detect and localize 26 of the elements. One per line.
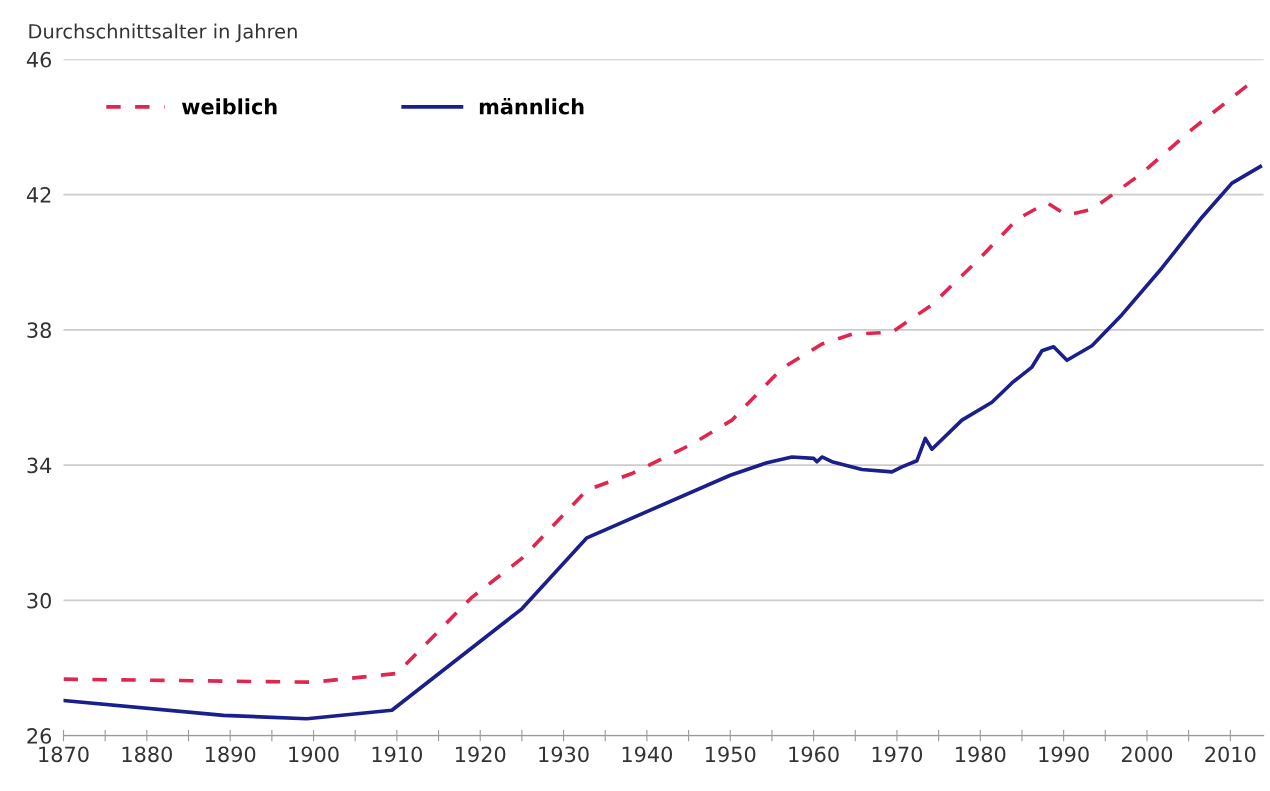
x-tick-label: 1990 xyxy=(1039,746,1089,763)
y-tick-label: 34 xyxy=(27,457,52,474)
y-tick-label: 46 xyxy=(26,51,52,68)
line-series xyxy=(63,164,1263,721)
legend-label: weiblich xyxy=(181,98,277,115)
y-tick-label: 30 xyxy=(27,592,52,609)
x-tick-label: 1920 xyxy=(456,746,506,763)
x-tick-label: 1870 xyxy=(39,746,89,763)
x-tick-label: 1940 xyxy=(622,746,673,763)
x-tick-label: 1930 xyxy=(539,746,589,763)
x-tick-label: 1960 xyxy=(789,746,839,763)
x-tick-label: 1970 xyxy=(872,746,923,763)
y-axis-title: Durchschnittsalter in Jahren xyxy=(29,23,297,43)
line-series xyxy=(63,83,1249,685)
y-tick-label: 42 xyxy=(26,187,51,203)
y-tick-label: 26 xyxy=(27,728,52,744)
x-tick-label: 1890 xyxy=(205,746,256,763)
x-tick-label: 2010 xyxy=(1205,746,1256,763)
x-tick-label: 1880 xyxy=(122,746,172,763)
y-tick-label: 38 xyxy=(27,322,51,339)
x-tick-label: 1950 xyxy=(706,746,756,763)
legend-label: männlich xyxy=(479,98,584,115)
x-tick-label: 1900 xyxy=(289,746,339,763)
x-tick-label: 1980 xyxy=(956,746,1006,763)
x-tick-label: 1910 xyxy=(372,746,422,763)
x-tick-label: 2000 xyxy=(1121,746,1173,763)
